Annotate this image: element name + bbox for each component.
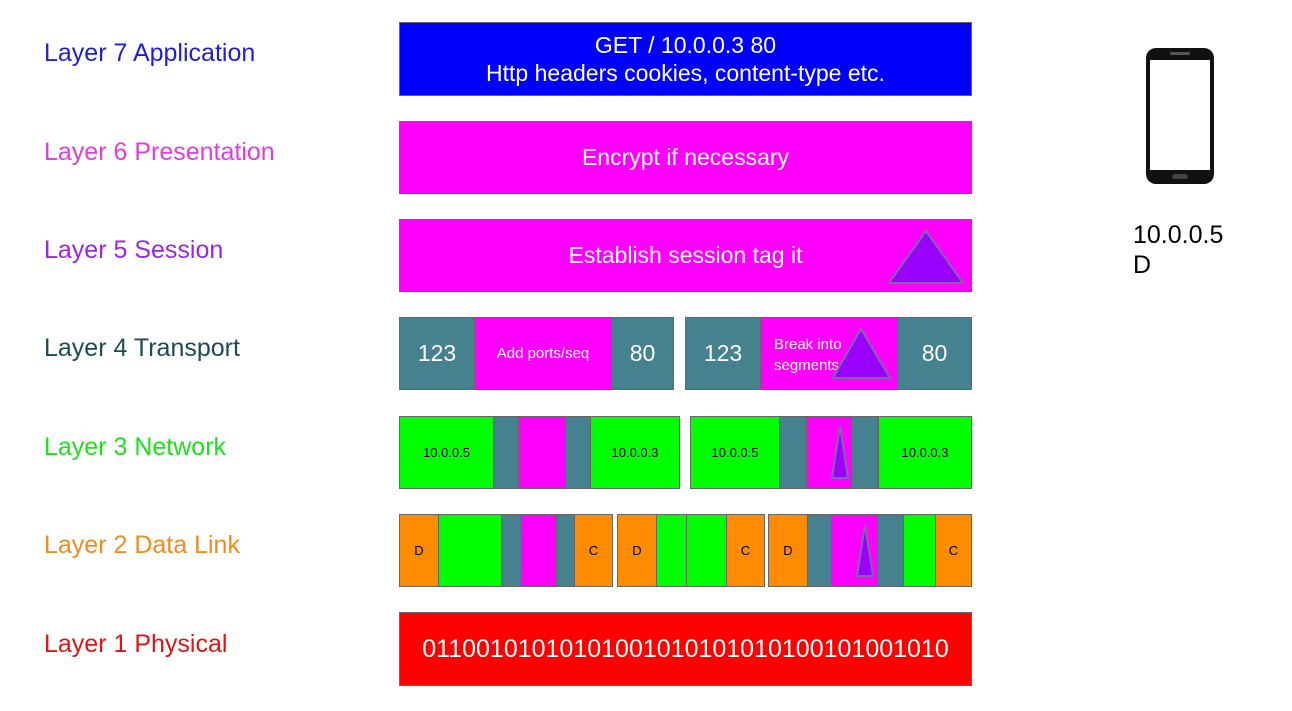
frame-2-dst-mac-text: C — [740, 543, 751, 558]
segment-1-src-port-text: 123 — [417, 340, 457, 366]
packet-1-src-ip: 10.0.0.5 — [399, 416, 494, 489]
application-box: GET / 10.0.0.3 80 Http headers cookies, … — [399, 22, 972, 96]
frame-1-port-block-a — [501, 514, 522, 587]
frame-3-port-block-b — [877, 514, 904, 587]
frame-1-ip-block — [438, 514, 502, 587]
physical-bits-text: 01100101010101001010101010100101001010 — [422, 634, 949, 663]
layer-7-label: Layer 7 Application — [44, 39, 256, 67]
frame-1-src-mac-text: D — [414, 543, 424, 558]
segment-1-dst-port: 80 — [611, 317, 674, 390]
session-box: Establish session tag it — [399, 219, 972, 292]
session-text: Establish session tag it — [568, 242, 803, 268]
frame-2-src-mac: D — [617, 514, 657, 587]
layer-6-label: Layer 6 Presentation — [44, 138, 275, 166]
packet-2-dst-ip: 10.0.0.3 — [878, 416, 972, 489]
packet-1-src-port-block — [493, 416, 519, 489]
frame-3-session-triangle-icon — [855, 524, 875, 577]
frame-1-dst-mac-text: C — [588, 543, 599, 558]
frame-2-ip-block-b — [686, 514, 727, 587]
device-address: 10.0.0.5 D — [1133, 220, 1223, 280]
segment-1-payload-text: Add ports/seq — [496, 345, 590, 362]
packet-1-dst-ip: 10.0.0.3 — [590, 416, 680, 489]
segment-1-src-port: 123 — [399, 317, 475, 390]
segment-1-payload: Add ports/seq — [474, 317, 612, 390]
frame-1-dst-mac: C — [574, 514, 613, 587]
device-ip-text: 10.0.0.5 — [1133, 221, 1224, 249]
smartphone-icon — [1146, 48, 1214, 184]
packet-1-dst-ip-text: 10.0.0.3 — [611, 445, 659, 460]
segment-2-src-port-text: 123 — [703, 340, 743, 366]
layer-1-label: Layer 1 Physical — [44, 630, 228, 658]
packet-1-src-ip-text: 10.0.0.5 — [423, 445, 470, 460]
frame-1-payload-block — [521, 514, 557, 587]
segment-2-payload-text: Break into segments — [774, 336, 842, 374]
session-tag-triangle-icon — [887, 229, 965, 284]
segment-2-src-port: 123 — [685, 317, 761, 390]
frame-2-dst-mac: C — [726, 514, 765, 587]
packet-1-payload-block — [518, 416, 566, 489]
frame-2-src-mac-text: D — [632, 543, 642, 558]
frame-3-dst-mac: C — [935, 514, 972, 587]
frame-3-port-block-a — [807, 514, 832, 587]
segment-1-dst-port-text: 80 — [629, 340, 656, 366]
layer-3-label: Layer 3 Network — [44, 433, 227, 461]
frame-3-src-mac: D — [768, 514, 808, 587]
frame-3-dst-mac-text: C — [948, 543, 959, 558]
packet-2-dst-ip-text: 10.0.0.3 — [901, 445, 949, 460]
packet-2-dst-port-block — [851, 416, 878, 489]
presentation-text: Encrypt if necessary — [581, 144, 790, 170]
layer-2-label: Layer 2 Data Link — [44, 531, 240, 559]
packet-2-src-port-block — [779, 416, 807, 489]
segment-2-dst-port: 80 — [897, 317, 972, 390]
packet-2-session-triangle-icon — [830, 425, 850, 479]
frame-1-src-mac: D — [399, 514, 439, 587]
packet-2-src-ip: 10.0.0.5 — [690, 416, 780, 489]
frame-3-src-mac-text: D — [783, 543, 793, 558]
physical-box: 01100101010101001010101010100101001010 — [399, 612, 972, 686]
frame-1-port-block-b — [556, 514, 575, 587]
layer-5-label: Layer 5 Session — [44, 236, 224, 264]
presentation-box: Encrypt if necessary — [399, 121, 972, 194]
application-headers-line: Http headers cookies, content-type etc. — [486, 60, 885, 86]
packet-2-src-ip-text: 10.0.0.5 — [711, 445, 759, 460]
segment-2-dst-port-text: 80 — [921, 340, 948, 366]
frame-2-ip-block-a — [656, 514, 687, 587]
segment-2-session-triangle-icon — [831, 327, 892, 379]
device-mac-text: D — [1133, 251, 1152, 279]
frame-3-ip-block — [903, 514, 936, 587]
packet-1-dst-port-block — [565, 416, 591, 489]
layer-4-label: Layer 4 Transport — [44, 334, 240, 362]
application-request-line: GET / 10.0.0.3 80 — [594, 32, 777, 58]
